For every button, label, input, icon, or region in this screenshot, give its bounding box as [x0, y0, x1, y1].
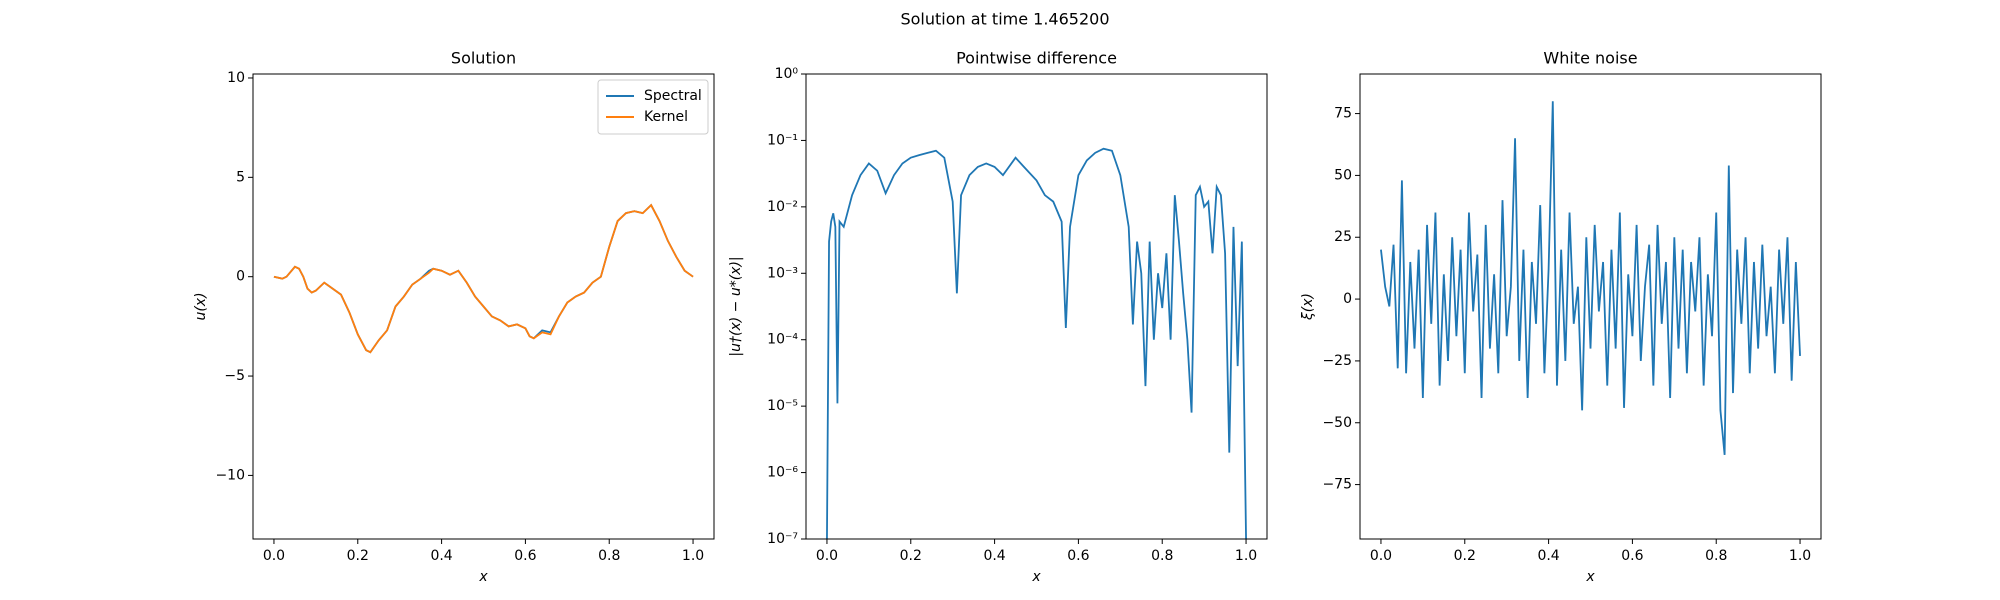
x-tick-label: 0.2 [347, 548, 369, 564]
y-tick-label: 10⁻⁵ [767, 398, 798, 414]
y-axis-label: |u†(x) − u*(x)| [728, 256, 744, 356]
subplot: Solution 0.0 0.2 0.4 0.6 0.8 1.0 −10 −5 0 5 10 x u(x)… [193, 49, 715, 585]
axes-frame [805, 73, 1268, 540]
x-tick-label: 1.0 [1235, 548, 1257, 564]
y-tick-label: 10⁻¹ [767, 132, 798, 148]
y-tick-label: 10⁻⁷ [767, 531, 798, 547]
y-axis-label: u(x) [193, 292, 209, 320]
figure-title: Solution at time 1.465200 [900, 10, 1109, 29]
x-tick-label: 0.8 [598, 548, 620, 564]
y-tick-label: 50 [1334, 167, 1352, 183]
data-line [1380, 101, 1801, 455]
legend-box [597, 79, 709, 135]
x-tick-label: 0.0 [1370, 548, 1392, 564]
y-tick-label: 10⁻² [767, 199, 798, 215]
y-tick-label: −25 [1322, 353, 1352, 369]
y-tick-label: 75 [1334, 106, 1352, 122]
x-tick-label: 0.6 [514, 548, 536, 564]
x-axis-label: x [1031, 569, 1041, 585]
y-tick-label: −50 [1322, 415, 1352, 431]
x-tick-label: 0.2 [900, 548, 922, 564]
y-axis-label: ξ(x) [1300, 293, 1316, 321]
x-tick-label: 0.0 [816, 548, 838, 564]
y-tick-label: 25 [1334, 229, 1352, 245]
axes-frame [1359, 73, 1822, 540]
data-line [826, 147, 1247, 539]
subplot-title: Pointwise difference [956, 49, 1117, 68]
legend-label: Spectral [644, 88, 702, 104]
x-tick-label: 1.0 [1789, 548, 1811, 564]
x-tick-label: 0.6 [1067, 548, 1089, 564]
x-tick-label: 0.6 [1621, 548, 1643, 564]
subplot: White noise 0.0 0.2 0.4 0.6 0.8 1.0 −75 −50 −25 0 2… [1300, 49, 1822, 585]
x-axis-label: x [478, 569, 488, 585]
y-tick-label: 10 [227, 70, 245, 86]
y-tick-label: 10⁰ [775, 66, 799, 82]
y-tick-label: 0 [236, 269, 245, 285]
subplot-title: Solution [451, 49, 516, 68]
y-tick-label: 10⁻⁴ [767, 332, 798, 348]
x-tick-label: 0.0 [263, 548, 285, 564]
y-tick-label: 10⁻⁶ [767, 465, 798, 481]
y-tick-label: −5 [224, 368, 245, 384]
y-tick-label: 10⁻³ [767, 265, 798, 281]
y-tick-label: 5 [236, 169, 245, 185]
subplot-title: White noise [1543, 49, 1637, 68]
subplot: Pointwise difference 0.0 0.2 0.4 0.6 0.8 1.0 10… [728, 49, 1268, 585]
x-tick-label: 0.2 [1454, 548, 1476, 564]
x-tick-label: 0.8 [1151, 548, 1173, 564]
x-axis-label: x [1585, 569, 1595, 585]
data-line [273, 203, 694, 354]
x-tick-label: 1.0 [682, 548, 704, 564]
y-tick-label: 0 [1343, 291, 1352, 307]
x-tick-label: 0.4 [430, 548, 452, 564]
y-tick-label: −75 [1322, 477, 1352, 493]
axes-frame [252, 73, 715, 540]
x-tick-label: 0.4 [983, 548, 1005, 564]
x-tick-label: 0.8 [1705, 548, 1727, 564]
y-tick-label: −10 [215, 467, 245, 483]
legend-label: Kernel [644, 109, 688, 125]
x-tick-label: 0.4 [1537, 548, 1559, 564]
